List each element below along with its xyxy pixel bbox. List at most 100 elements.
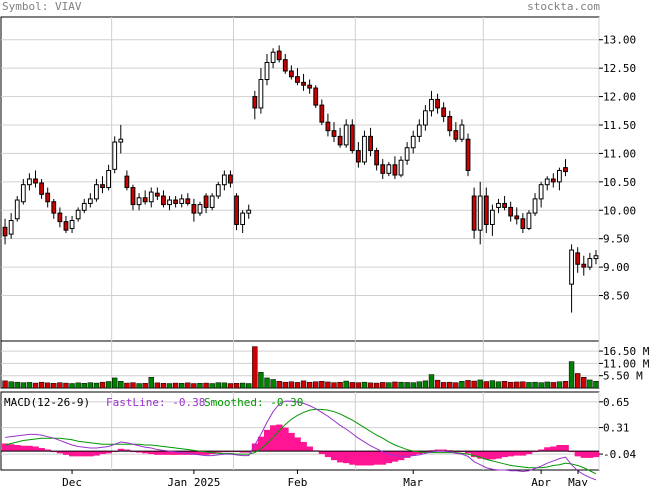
grid-lines <box>1 17 600 470</box>
volume-bar <box>422 380 429 389</box>
candle-up <box>81 202 87 211</box>
macd-histogram-bar <box>69 451 76 457</box>
macd-histogram-bar <box>562 445 569 452</box>
volume-bar <box>93 382 100 389</box>
volume-bar <box>160 383 167 389</box>
volume-bar <box>45 382 51 389</box>
volume-bar <box>191 383 197 389</box>
macd-label: MACD(12-26-9) <box>4 396 90 409</box>
volume-bar <box>453 382 459 389</box>
volume-bar <box>337 381 343 389</box>
volume-bar <box>587 379 593 389</box>
candle-up <box>386 164 392 174</box>
volume-tick-label: 5.50 M <box>603 370 643 383</box>
candle-down <box>374 150 380 166</box>
volume-bar <box>63 382 69 389</box>
macd-histogram-bar <box>379 451 387 465</box>
volume-bar <box>319 381 325 389</box>
macd-histogram-bar <box>294 437 301 452</box>
volume-bar <box>32 382 39 389</box>
macd-histogram-bar <box>62 451 70 455</box>
macd-histogram-bar <box>434 449 441 452</box>
price-tick-label: 12.50 <box>603 62 636 75</box>
volume-bars <box>2 346 599 389</box>
volume-bar <box>532 381 538 389</box>
candle-up <box>14 199 20 220</box>
candle-up <box>136 197 142 206</box>
candle-up <box>410 135 416 149</box>
macd-histogram-bar <box>20 445 27 452</box>
candle-down <box>331 130 337 137</box>
price-tick-label: 11.50 <box>603 119 636 132</box>
volume-bar <box>404 382 410 389</box>
volume-bar <box>355 382 362 389</box>
candle-up <box>416 124 422 137</box>
volume-bar <box>593 381 599 389</box>
candle-down <box>57 212 63 223</box>
volume-bar <box>69 383 75 389</box>
candle-up <box>569 249 574 285</box>
macd-histogram-bar <box>471 451 478 458</box>
macd-histogram-bar <box>148 451 155 455</box>
macd-histogram-bar <box>513 451 521 456</box>
volume-bar <box>459 381 465 389</box>
price-tick-label: 10.00 <box>603 204 636 217</box>
candle-up <box>557 169 562 183</box>
volume-bar <box>507 381 514 389</box>
candle-up <box>215 184 221 197</box>
macd-histogram-bar <box>410 451 417 456</box>
candle-up <box>398 159 404 176</box>
candle-up <box>532 198 538 214</box>
volume-bar <box>434 379 441 389</box>
price-tick-label: 9.00 <box>603 261 630 274</box>
candle-up <box>8 219 14 235</box>
macd-histogram-bar <box>215 451 222 453</box>
macd-histogram-bar <box>93 451 100 456</box>
candle-down <box>45 192 51 203</box>
volume-bar <box>246 383 252 389</box>
candle-up <box>496 202 501 208</box>
candle-down <box>581 263 587 268</box>
volume-bar <box>325 381 331 389</box>
price-panel <box>0 16 600 342</box>
macd-tick-label: 0.65 <box>603 396 630 409</box>
macd-histogram-bar <box>592 451 600 458</box>
candle-down <box>508 206 514 217</box>
candle-up <box>118 138 124 143</box>
candle-up <box>167 199 172 206</box>
macd-histogram-bar <box>87 451 94 457</box>
macd-histogram-bar <box>330 451 338 461</box>
volume-bar <box>288 381 295 389</box>
volume-bar <box>410 382 416 389</box>
macd-tick-label: 0.31 <box>603 422 630 435</box>
volume-bar <box>124 382 130 389</box>
candle-up <box>404 147 410 161</box>
macd-histogram-bar <box>416 451 423 455</box>
macd-histogram-bar <box>38 448 45 452</box>
macd-histogram-bar <box>538 449 545 452</box>
candle-down <box>228 174 233 184</box>
volume-bar <box>209 383 215 389</box>
candle-down <box>130 187 136 206</box>
candle-down <box>307 84 313 89</box>
volume-bar <box>130 382 136 389</box>
volume-bar <box>258 372 264 389</box>
date-tick-label: Mar <box>403 476 423 486</box>
volume-bar <box>550 382 556 389</box>
volume-bar <box>51 383 57 389</box>
candle-down <box>392 164 398 176</box>
candle-up <box>459 124 465 140</box>
volume-bar <box>380 382 386 389</box>
candle-down <box>435 98 440 109</box>
candle-down <box>39 182 44 195</box>
macd-histogram-bar <box>136 451 143 453</box>
volume-bar <box>105 381 112 389</box>
candle-up <box>593 255 599 260</box>
volume-bar <box>38 381 45 389</box>
candle-up <box>362 135 367 163</box>
volume-bar <box>179 383 185 389</box>
macd-histogram-bar <box>349 451 356 465</box>
macd-histogram-bar <box>245 451 253 453</box>
